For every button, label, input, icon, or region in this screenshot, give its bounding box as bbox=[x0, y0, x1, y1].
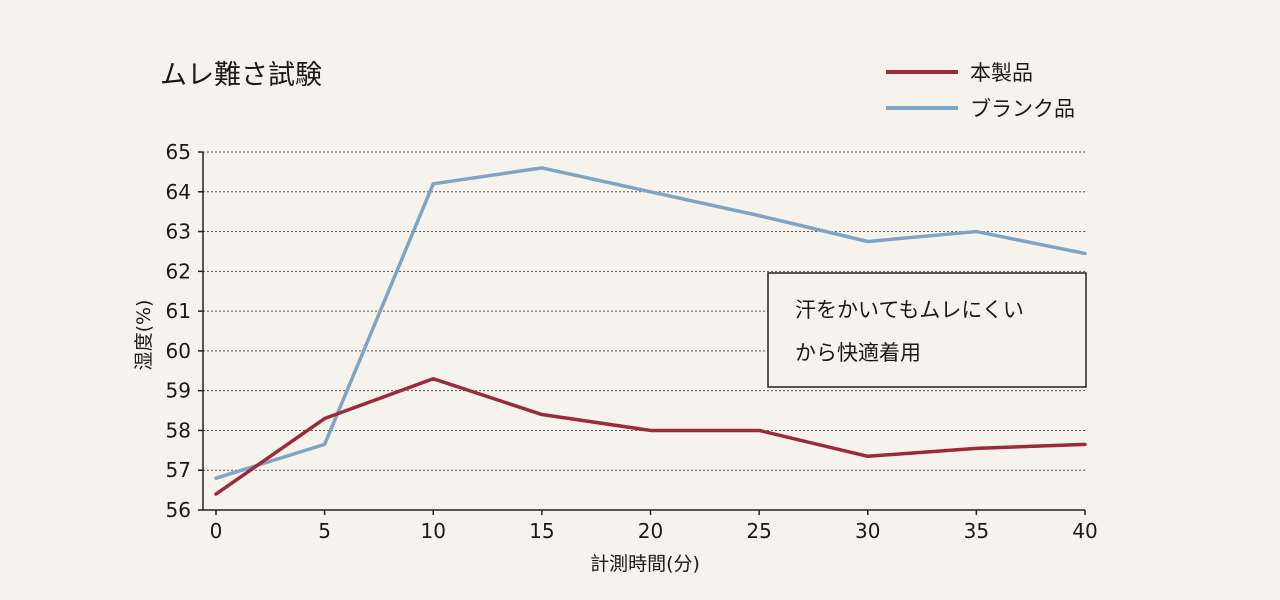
x-tick-labels: 0 5 10 15 20 25 30 35 40 bbox=[210, 519, 1098, 543]
x-tick-label: 25 bbox=[746, 519, 771, 543]
x-tick-label: 20 bbox=[638, 519, 663, 543]
axes bbox=[198, 151, 1086, 515]
y-tick-label: 64 bbox=[166, 180, 191, 204]
legend-label: 本製品 bbox=[970, 61, 1033, 85]
series-lines bbox=[214, 166, 1087, 496]
annotation-frame bbox=[767, 272, 1087, 388]
y-tick-label: 61 bbox=[166, 299, 191, 323]
series-line-0 bbox=[214, 376, 1087, 496]
y-tick-label: 58 bbox=[166, 418, 191, 442]
chart-title: ムレ難さ試験 bbox=[160, 60, 322, 91]
x-tick-label: 15 bbox=[529, 519, 554, 543]
x-tick-label: 10 bbox=[421, 519, 446, 543]
annotation-line-2: から快適着用 bbox=[795, 341, 921, 365]
x-axis-label: 計測時間(分) bbox=[590, 553, 700, 575]
y-tick-label: 59 bbox=[166, 379, 191, 403]
y-tick-label: 56 bbox=[166, 498, 191, 522]
y-tick-label: 65 bbox=[166, 140, 191, 164]
x-tick-label: 40 bbox=[1072, 519, 1097, 543]
annotation-box: 汗をかいてもムレにくい から快適着用 bbox=[767, 272, 1087, 388]
x-tick-label: 30 bbox=[855, 519, 880, 543]
legend-label: ブランク品 bbox=[970, 97, 1075, 121]
y-tick-label: 62 bbox=[166, 259, 191, 283]
x-tick-label: 35 bbox=[964, 519, 989, 543]
y-axis-label: 湿度(%) bbox=[133, 300, 155, 371]
x-tick-label: 0 bbox=[210, 519, 223, 543]
y-tick-label: 60 bbox=[166, 339, 191, 363]
y-tick-labels: 56 57 58 59 60 61 62 63 64 65 bbox=[166, 140, 191, 522]
y-tick-label: 57 bbox=[166, 458, 191, 482]
y-tick-label: 63 bbox=[166, 220, 191, 244]
annotation-line-1: 汗をかいてもムレにくい bbox=[795, 298, 1024, 322]
series-line-1 bbox=[214, 166, 1087, 480]
x-tick-label: 5 bbox=[318, 519, 331, 543]
